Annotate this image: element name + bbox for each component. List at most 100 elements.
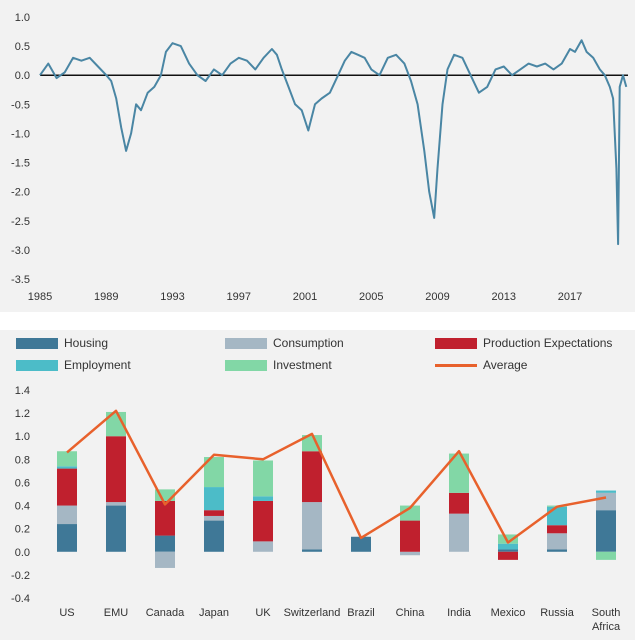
y-tick-label: -2.5 xyxy=(11,216,30,228)
bar-segment xyxy=(155,500,175,536)
bar-segment xyxy=(547,506,567,526)
bar-segment xyxy=(547,525,567,534)
bar-segment xyxy=(302,451,322,503)
bar-segment xyxy=(106,502,126,506)
bar-segment xyxy=(57,451,77,467)
y-tick-label: 0.5 xyxy=(15,41,30,53)
legend-item-production-expectations: Production Expectations xyxy=(435,336,612,350)
y-tick-label: -1.5 xyxy=(11,158,30,170)
bar-segment xyxy=(596,492,616,511)
bar-segment xyxy=(302,502,322,550)
x-tick-label: Switzerland xyxy=(284,607,341,619)
bar-segment xyxy=(57,505,77,525)
bar-segment xyxy=(204,520,224,552)
bar-segment xyxy=(253,460,273,497)
bar-segment xyxy=(498,534,518,544)
y-tick-label: 0.2 xyxy=(15,524,30,536)
bar-segment xyxy=(204,510,224,516)
average-line xyxy=(66,409,607,544)
bar-segment xyxy=(351,536,371,552)
bar-segment xyxy=(596,551,616,560)
line-chart: 1.0 0.5 0.0 -0.5 -1.0 -1.5 -2.0 -2.5 -3.0 -3.5 198… xyxy=(11,12,628,303)
legend-swatch-investment xyxy=(225,359,267,371)
x-tick-label: 1985 xyxy=(28,291,52,303)
bar-segment xyxy=(498,549,518,552)
bar-segment xyxy=(57,468,77,506)
x-tick-label: Brazil xyxy=(347,607,375,619)
bar-chart-panel: Housing Consumption Production Expectati… xyxy=(0,330,635,640)
bar-segment xyxy=(498,543,518,550)
line-chart-panel: 1.0 0.5 0.0 -0.5 -1.0 -1.5 -2.0 -2.5 -3.0 -3.5 198… xyxy=(0,0,635,312)
bar-segment xyxy=(449,453,469,493)
bar-segment xyxy=(253,500,273,542)
y-tick-label: -0.2 xyxy=(11,570,30,582)
bar-chart: 1.4 1.2 1.0 0.8 0.6 0.4 0.2 0.0 -0.2 -0.4 US EMU Can… xyxy=(11,385,621,633)
bar-segment xyxy=(400,551,420,556)
x-tick-label: China xyxy=(396,607,426,619)
bar-segment xyxy=(106,505,126,552)
bar-segment xyxy=(204,487,224,511)
x-tick-label: Japan xyxy=(199,607,229,619)
x-tick-label: Russia xyxy=(540,607,575,619)
bar-segment xyxy=(106,436,126,503)
y-tick-label: 1.0 xyxy=(15,12,30,24)
bar-segment xyxy=(155,489,175,501)
x-tick-label: 2013 xyxy=(492,291,516,303)
x-tick-label: 2005 xyxy=(359,291,383,303)
legend-swatch-housing xyxy=(16,337,58,349)
x-tick-label: EMU xyxy=(104,607,129,619)
x-tick-label: 1993 xyxy=(160,291,184,303)
legend-label-investment: Investment xyxy=(273,358,332,372)
legend-item-average: Average xyxy=(435,358,527,372)
y-tick-label: 1.4 xyxy=(15,385,30,397)
x-tick-label: Africa xyxy=(592,621,621,633)
y-tick-label: 0.8 xyxy=(15,454,30,466)
x-tick-label: 2017 xyxy=(558,291,582,303)
legend-label-production-expectations: Production Expectations xyxy=(483,336,613,350)
bar-segment xyxy=(596,510,616,552)
y-tick-label: 0.0 xyxy=(15,70,30,82)
x-tick-label: 1989 xyxy=(94,291,118,303)
y-tick-label: 1.2 xyxy=(15,408,30,420)
x-tick-label: 2009 xyxy=(425,291,449,303)
x-tick-label: US xyxy=(59,607,74,619)
y-tick-label: -3.5 xyxy=(11,274,30,286)
y-tick-label: 0.0 xyxy=(15,547,30,559)
bar-segment xyxy=(253,541,273,552)
bar-segment xyxy=(57,466,77,469)
y-tick-label: -3.0 xyxy=(11,245,30,257)
legend-swatch-average xyxy=(435,363,477,367)
bar-segment xyxy=(449,492,469,514)
y-tick-label: -1.0 xyxy=(11,128,30,140)
x-tick-label: South xyxy=(592,607,621,619)
x-tick-label: 2001 xyxy=(293,291,317,303)
x-tick-label: India xyxy=(447,607,472,619)
y-tick-label: -0.5 xyxy=(11,99,30,111)
y-tick-label: 0.4 xyxy=(15,501,30,513)
y-tick-label: 1.0 xyxy=(15,431,30,443)
legend-item-employment: Employment xyxy=(16,358,131,372)
bar-segment xyxy=(596,490,616,493)
bar-segment xyxy=(547,549,567,552)
x-tick-label: Canada xyxy=(146,607,185,619)
legend-swatch-employment xyxy=(16,359,58,371)
bar-segment xyxy=(155,535,175,552)
legend-swatch-production-expectations xyxy=(435,337,477,349)
bar-segment xyxy=(204,457,224,488)
y-tick-label: -2.0 xyxy=(11,187,30,199)
x-tick-label: Mexico xyxy=(491,607,526,619)
bar-segment xyxy=(204,515,224,521)
series-line xyxy=(39,39,628,246)
bar-segment xyxy=(253,496,273,501)
bar-segment xyxy=(400,505,420,521)
legend-swatch-consumption xyxy=(225,337,267,349)
bar-segment xyxy=(155,551,175,568)
legend-item-housing: Housing xyxy=(16,336,108,350)
legend-label-housing: Housing xyxy=(64,336,109,350)
bar-segment xyxy=(449,513,469,552)
y-tick-label: -0.4 xyxy=(11,593,30,605)
legend-label-employment: Employment xyxy=(64,358,131,372)
bar-segment xyxy=(400,520,420,552)
legend-item-investment: Investment xyxy=(225,358,332,372)
bar-segment xyxy=(547,533,567,550)
